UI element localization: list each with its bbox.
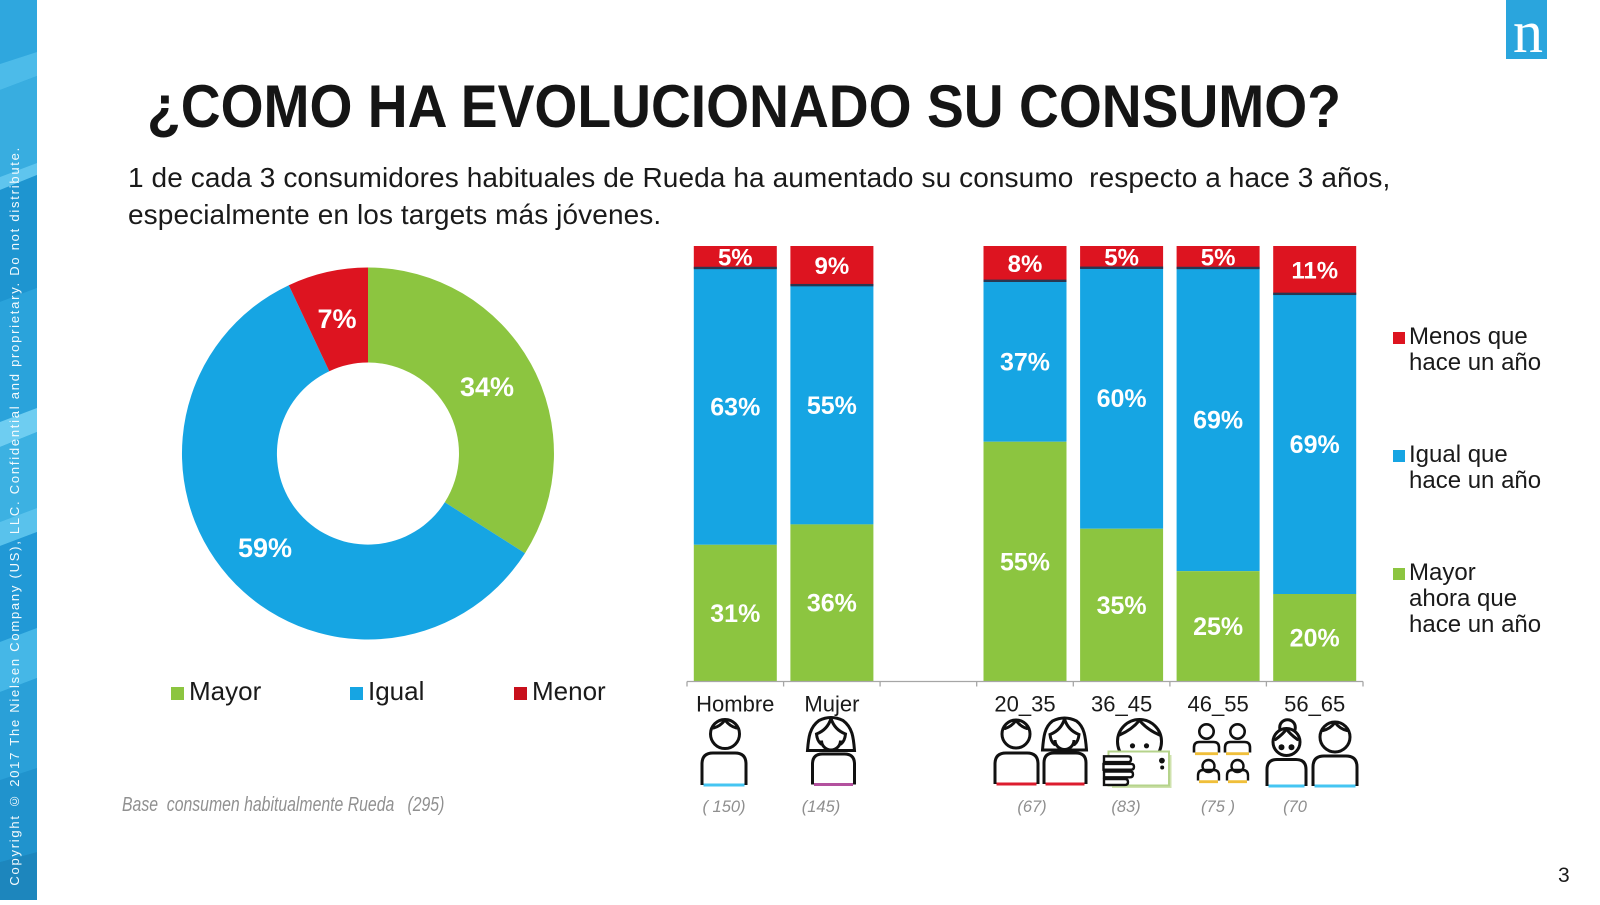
svg-text:5%: 5%: [718, 245, 753, 272]
svg-text:11%: 11%: [1291, 258, 1338, 285]
svg-text:63%: 63%: [710, 393, 760, 421]
svg-text:60%: 60%: [1097, 385, 1147, 413]
svg-text:Mujer: Mujer: [804, 692, 859, 717]
svg-text:36%: 36%: [807, 590, 857, 618]
svg-text:20%: 20%: [1290, 625, 1340, 653]
svg-text:25%: 25%: [1193, 613, 1243, 641]
svg-text:5%: 5%: [1104, 245, 1139, 272]
svg-text:Hombre: Hombre: [696, 692, 774, 717]
svg-text:55%: 55%: [807, 392, 857, 420]
svg-text:(145): (145): [802, 798, 841, 816]
svg-text:( 150): ( 150): [702, 798, 745, 816]
svg-text:7%: 7%: [317, 304, 356, 334]
svg-text:69%: 69%: [1193, 407, 1243, 435]
svg-text:36_45: 36_45: [1091, 692, 1152, 717]
svg-text:(83): (83): [1111, 798, 1140, 816]
svg-text:37%: 37%: [1000, 348, 1050, 376]
svg-text:35%: 35%: [1097, 592, 1147, 620]
svg-text:20_35: 20_35: [994, 692, 1055, 717]
svg-text:59%: 59%: [238, 533, 292, 563]
svg-text:31%: 31%: [710, 600, 760, 628]
svg-text:9%: 9%: [815, 253, 850, 280]
svg-text:(75 ): (75 ): [1201, 798, 1235, 816]
svg-text:69%: 69%: [1290, 431, 1340, 459]
svg-text:56_65: 56_65: [1284, 692, 1345, 717]
svg-text:(67): (67): [1017, 798, 1046, 816]
svg-text:34%: 34%: [460, 372, 514, 402]
svg-text:55%: 55%: [1000, 548, 1050, 576]
svg-text:8%: 8%: [1008, 251, 1043, 278]
svg-text:(70: (70: [1283, 798, 1308, 816]
svg-text:5%: 5%: [1201, 245, 1236, 272]
svg-text:46_55: 46_55: [1188, 692, 1249, 717]
